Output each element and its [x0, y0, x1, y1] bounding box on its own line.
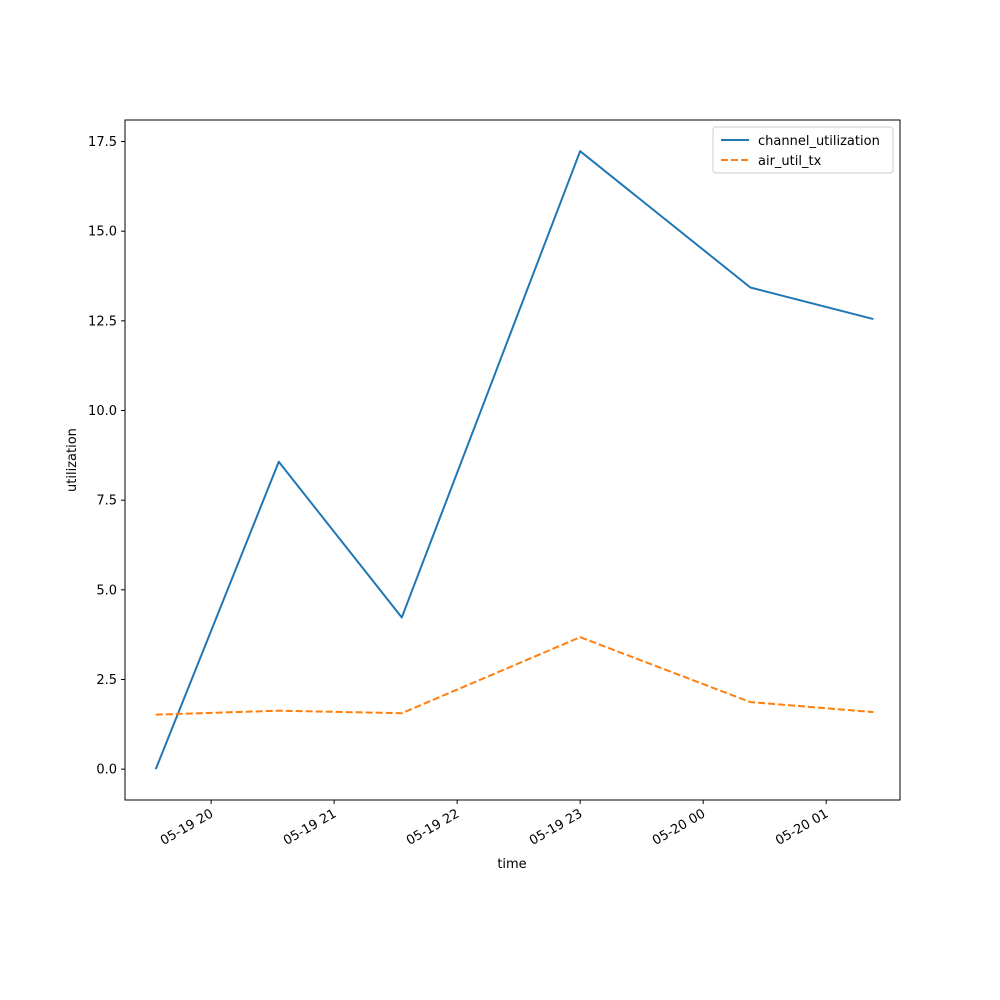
- series-line-channel-utilization: [154, 150, 874, 770]
- series-line-air-util-tx: [155, 636, 874, 716]
- y-tick-label: 5.0: [96, 583, 117, 598]
- x-axis-label: time: [497, 857, 526, 872]
- plot-frame: [124, 119, 901, 801]
- y-axis-label: utilization: [65, 428, 80, 492]
- legend-label: air_util_tx: [758, 154, 822, 169]
- y-tick-label: 12.5: [88, 314, 117, 329]
- y-tick-label: 7.5: [96, 494, 117, 509]
- legend: channel_utilization air_util_tx: [712, 126, 894, 174]
- legend-box: [712, 126, 894, 174]
- y-tick-label: 2.5: [96, 673, 117, 688]
- y-tick-label: 0.0: [96, 763, 117, 778]
- y-axis: 0.0 2.5 5.0 7.5 10.0 12.5 15.0 17.5: [88, 135, 125, 778]
- plot-area: [154, 150, 874, 770]
- y-tick-label: 10.0: [88, 404, 117, 419]
- legend-label: channel_utilization: [758, 134, 880, 149]
- y-tick-label: 17.5: [88, 135, 117, 150]
- y-tick-label: 15.0: [88, 225, 117, 240]
